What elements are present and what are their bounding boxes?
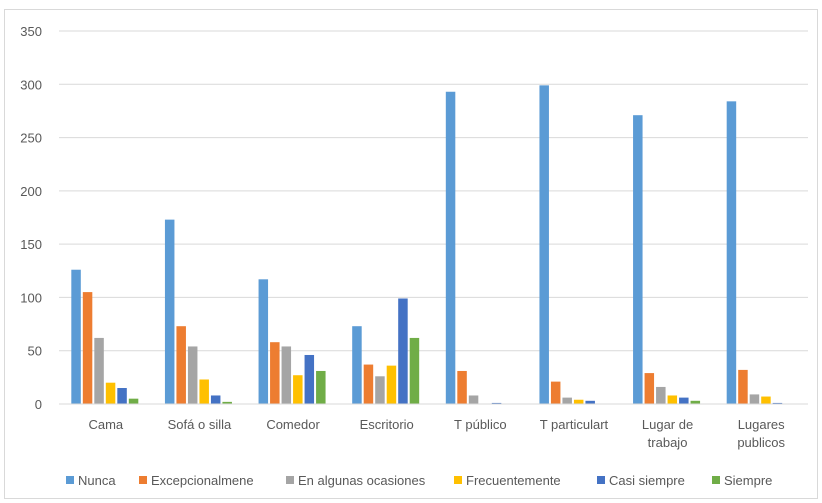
x-category-label: trabajo	[648, 435, 688, 450]
legend-label: Excepcionalmene	[151, 473, 254, 488]
bar-nunca-4	[445, 91, 456, 404]
bar-excepcionalmene-6	[644, 373, 655, 404]
bar-nunca-7	[726, 101, 737, 404]
x-category-label: Sofá o silla	[168, 417, 232, 432]
y-tick-label: 50	[28, 344, 42, 359]
bar-nunca-5	[539, 85, 549, 404]
bar-en-algunas-ocasiones-2	[281, 346, 292, 404]
bar-siempre-0	[128, 398, 139, 404]
bar-casi-siempre-6	[679, 397, 689, 404]
bar-casi-siempre-5	[585, 400, 595, 404]
legend-label: Casi siempre	[609, 473, 685, 488]
bar-en-algunas-ocasiones-5	[562, 397, 572, 404]
legend-label: Siempre	[724, 473, 772, 488]
bar-casi-siempre-0	[117, 388, 127, 404]
bar-nunca-1	[164, 219, 175, 404]
bar-frecuentemente-6	[667, 395, 678, 404]
bar-siempre-2	[316, 370, 326, 404]
x-category-label: Comedor	[266, 417, 320, 432]
bar-nunca-6	[633, 115, 643, 404]
bar-frecuentemente-0	[105, 382, 116, 404]
legend-swatch	[286, 476, 294, 484]
y-tick-label: 250	[20, 131, 42, 146]
chart-area	[4, 9, 818, 499]
bar-en-algunas-ocasiones-3	[375, 376, 385, 404]
x-category-label: Lugares	[738, 417, 785, 432]
y-tick-label: 200	[20, 184, 42, 199]
x-category-label: T público	[454, 417, 507, 432]
bar-excepcionalmene-1	[176, 326, 186, 404]
y-tick-label: 350	[20, 24, 42, 39]
bar-casi-siempre-3	[398, 298, 408, 404]
legend-swatch	[597, 476, 605, 484]
bar-frecuentemente-7	[761, 396, 771, 404]
bar-excepcionalmene-2	[270, 342, 280, 404]
bar-excepcionalmene-7	[738, 369, 748, 404]
bar-casi-siempre-1	[210, 395, 221, 404]
x-category-label: Cama	[88, 417, 123, 432]
legend-swatch	[454, 476, 462, 484]
bar-siempre-3	[409, 337, 420, 404]
legend-swatch	[712, 476, 720, 484]
bar-casi-siempre-7	[772, 402, 783, 404]
legend-item-casi-siempre: Casi siempre	[597, 473, 685, 488]
legend-swatch	[139, 476, 147, 484]
legend-swatch	[66, 476, 74, 484]
bar-nunca-3	[352, 326, 362, 404]
x-category-label: Lugar de	[642, 417, 693, 432]
bar-excepcionalmene-0	[82, 292, 93, 404]
legend-item-nunca: Nunca	[66, 473, 116, 488]
y-tick-label: 300	[20, 77, 42, 92]
y-axis-tick-labels: 0 50 100 150 200 250 300 350	[20, 24, 42, 412]
x-category-label: publicos	[737, 435, 785, 450]
bar-excepcionalmene-3	[363, 364, 374, 404]
bar-en-algunas-ocasiones-7	[749, 394, 760, 404]
legend-item-excepcionalmene: Excepcionalmene	[139, 473, 254, 488]
legend-item-en-algunas-ocasiones: En algunas ocasiones	[286, 473, 426, 488]
bar-excepcionalmene-5	[550, 381, 561, 404]
legend-item-siempre: Siempre	[712, 473, 772, 488]
bars	[71, 85, 783, 404]
y-tick-label: 150	[20, 237, 42, 252]
legend: Nunca Excepcionalmene En algunas ocasiones…	[66, 473, 772, 488]
legend-label: Nunca	[78, 473, 116, 488]
bar-excepcionalmene-4	[457, 370, 467, 404]
bar-en-algunas-ocasiones-0	[94, 337, 104, 404]
y-tick-label: 100	[20, 290, 42, 305]
bar-casi-siempre-2	[304, 354, 315, 404]
bar-siempre-1	[222, 401, 232, 404]
legend-label: Frecuentemente	[466, 473, 561, 488]
x-axis-category-labels: Cama Sofá o silla Comedor Escritorio T públi…	[88, 417, 785, 450]
legend-item-frecuentemente: Frecuentemente	[454, 473, 561, 488]
bar-casi-siempre-4	[491, 402, 502, 404]
bar-nunca-2	[258, 279, 269, 404]
x-category-label: Escritorio	[360, 417, 414, 432]
x-category-label: T particulart	[540, 417, 609, 432]
y-tick-label: 0	[35, 397, 42, 412]
bar-frecuentemente-3	[386, 365, 397, 404]
bar-siempre-6	[690, 400, 701, 404]
bar-frecuentemente-1	[199, 379, 209, 404]
bar-en-algunas-ocasiones-4	[468, 395, 479, 404]
bar-en-algunas-ocasiones-1	[187, 346, 198, 404]
bar-nunca-0	[71, 269, 81, 404]
bar-frecuentemente-5	[573, 399, 584, 404]
legend-label: En algunas ocasiones	[298, 473, 426, 488]
bar-en-algunas-ocasiones-6	[656, 386, 666, 404]
bar-frecuentemente-2	[293, 375, 303, 404]
